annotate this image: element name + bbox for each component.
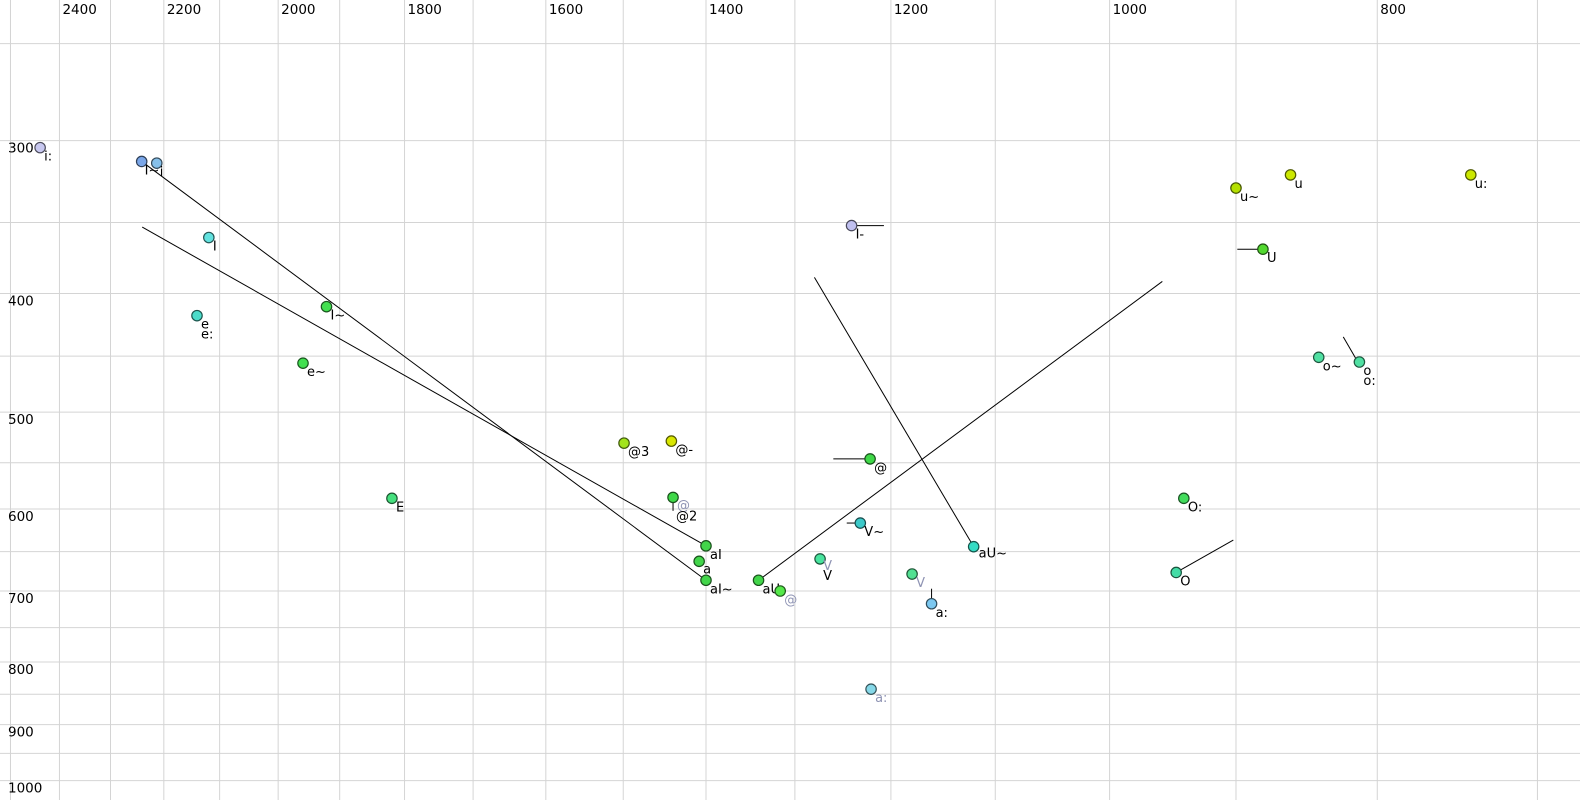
point-label-o-pair: o xyxy=(1363,364,1371,379)
x-tick-label-2400: 2400 xyxy=(62,2,96,18)
point-label-a-long-grey: a: xyxy=(875,691,887,706)
data-point-schwa[interactable] xyxy=(864,453,876,465)
data-point-u-long[interactable] xyxy=(1464,169,1477,181)
point-label-u-long: u: xyxy=(1475,177,1488,192)
x-tick-label-1600: 1600 xyxy=(549,2,583,18)
data-point-schwa-grey[interactable] xyxy=(774,585,787,597)
data-point-V-nasal[interactable] xyxy=(854,517,867,529)
data-point-U[interactable] xyxy=(1257,243,1269,255)
trajectory-from-aU xyxy=(758,281,1163,581)
point-label-a-long: a: xyxy=(936,606,948,621)
data-point-i-long[interactable] xyxy=(34,141,46,154)
point-label-E: E xyxy=(396,500,404,515)
diphthong-line-1 xyxy=(141,161,707,581)
data-point-i[interactable] xyxy=(150,157,163,169)
data-point-u-nasal[interactable] xyxy=(1230,182,1242,194)
data-point-schwa3[interactable] xyxy=(618,437,630,449)
diphthong-line-2 xyxy=(141,226,707,547)
point-label-schwa2: @ xyxy=(677,498,690,513)
y-tick-label-800: 800 xyxy=(8,662,34,678)
point-label-schwa: @ xyxy=(874,461,887,476)
point-label-a: a xyxy=(703,562,711,577)
data-point-u[interactable] xyxy=(1284,169,1297,181)
data-point-V-pair[interactable] xyxy=(814,553,826,565)
x-tick-label-1800: 1800 xyxy=(408,2,442,18)
y-tick-label-1000: 1000 xyxy=(8,781,42,797)
point-label-V-pair: V xyxy=(823,559,832,574)
data-point-O[interactable] xyxy=(1170,566,1182,579)
data-point-V-grey[interactable] xyxy=(906,568,918,580)
y-tick-label-700: 700 xyxy=(8,591,34,607)
data-point-aU-nasal[interactable] xyxy=(967,540,980,553)
point-label-o-nasal: o~ xyxy=(1323,359,1342,374)
data-point-e-nasal[interactable] xyxy=(297,357,309,369)
data-point-I[interactable] xyxy=(203,231,215,244)
point-label-u-nasal: u~ xyxy=(1240,190,1259,205)
data-point-I-nasal-2[interactable] xyxy=(320,300,333,313)
point-label-u: u xyxy=(1295,177,1303,192)
y-tick-label-500: 500 xyxy=(8,412,34,428)
tick-O xyxy=(1175,539,1234,573)
point-label-O: O xyxy=(1180,574,1190,589)
point-label-aI: aI xyxy=(710,548,722,563)
x-tick-label-1000: 1000 xyxy=(1113,2,1147,18)
data-point-e-pair[interactable] xyxy=(191,309,203,322)
data-point-aI-nasal[interactable] xyxy=(700,574,712,587)
tick-o-long xyxy=(1342,336,1357,360)
point-label-I-nasal-2: I~ xyxy=(330,309,345,324)
x-tick-label-2200: 2200 xyxy=(167,2,201,18)
point-label-schwa-grey: @ xyxy=(784,593,797,608)
point-label-o-pair-1: o: xyxy=(1363,374,1375,389)
point-label-i-long: i: xyxy=(44,150,52,165)
data-point-O-long[interactable] xyxy=(1178,492,1190,505)
data-point-I-bar[interactable] xyxy=(845,219,858,232)
data-point-o-nasal[interactable] xyxy=(1312,351,1325,364)
y-tick-label-600: 600 xyxy=(8,509,34,525)
x-tick-label-1400: 1400 xyxy=(709,2,743,18)
point-label-e-pair: e xyxy=(201,318,209,333)
trajectory-to-aU-nasal xyxy=(813,277,975,547)
data-point-E[interactable] xyxy=(386,492,398,505)
point-label-aI-nasal: aI~ xyxy=(710,582,733,597)
y-tick-label-400: 400 xyxy=(8,294,34,310)
point-label-U: U xyxy=(1267,251,1277,266)
x-tick-label-800: 800 xyxy=(1380,2,1406,18)
data-point-schwa-bar[interactable] xyxy=(665,435,678,447)
y-tick-label-900: 900 xyxy=(8,725,34,741)
point-label-O-long: O: xyxy=(1188,500,1202,515)
point-label-V-nasal: V~ xyxy=(864,525,884,540)
data-point-schwa2[interactable] xyxy=(667,491,679,504)
data-point-a-long-grey[interactable] xyxy=(865,683,877,695)
data-point-a[interactable] xyxy=(693,555,705,568)
x-tick-label-2000: 2000 xyxy=(281,2,315,18)
data-point-aU[interactable] xyxy=(752,574,765,587)
point-label-schwa-bar: @- xyxy=(675,443,693,458)
point-label-i: i xyxy=(160,165,164,180)
data-point-o-pair[interactable] xyxy=(1353,356,1366,368)
point-label-V-pair-1: V xyxy=(823,569,832,584)
data-point-aI[interactable] xyxy=(700,540,712,552)
point-label-aU-nasal: aU~ xyxy=(979,547,1007,562)
point-label-I: I xyxy=(213,240,217,255)
data-point-I-nasal-1[interactable] xyxy=(135,155,148,168)
point-label-e-pair-1: e: xyxy=(201,328,213,343)
data-point-a-long[interactable] xyxy=(925,597,938,610)
point-label-schwa2-1: @2 xyxy=(676,509,697,524)
y-tick-label-300: 300 xyxy=(8,141,34,157)
point-label-V-grey: V xyxy=(916,576,925,591)
point-label-e-nasal: e~ xyxy=(307,365,326,380)
x-tick-label-1200: 1200 xyxy=(894,2,928,18)
point-label-I-bar: I- xyxy=(856,228,865,243)
point-label-schwa3: @3 xyxy=(628,445,649,460)
